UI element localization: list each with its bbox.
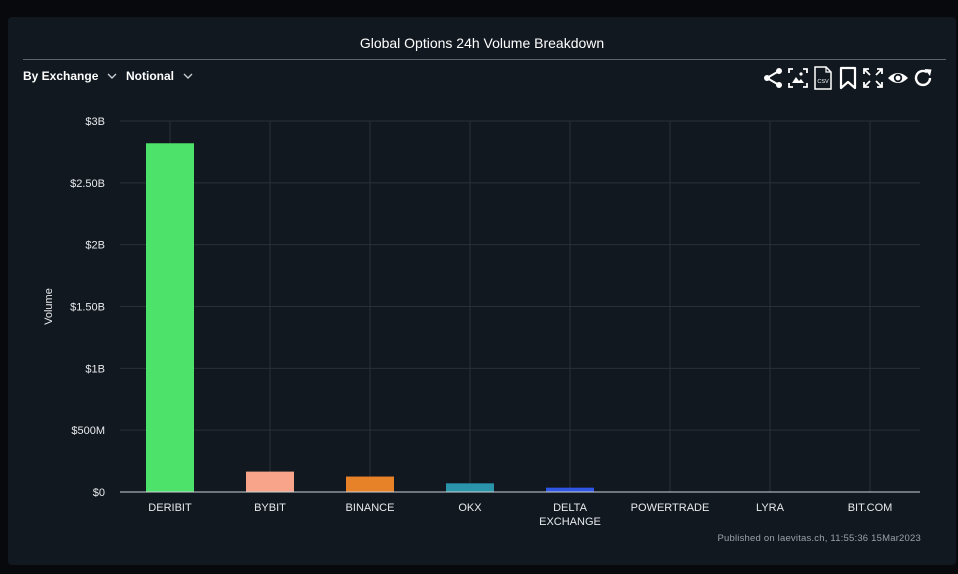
bookmark-button[interactable] <box>837 66 859 90</box>
x-tick-label: LYRA <box>756 502 785 514</box>
refresh-icon <box>914 69 932 87</box>
x-tick-label: POWERTRADE <box>631 502 710 514</box>
y-tick-label: $3B <box>85 116 105 128</box>
share-button[interactable] <box>762 66 784 90</box>
chart-title: Global Options 24h Volume Breakdown <box>359 35 605 51</box>
y-tick-label: $2.50B <box>70 178 105 190</box>
x-tick-label: DERIBIT <box>148 502 192 514</box>
bar-chart: $0 $500M $1B $1.50B $2B $2.50B $3B DERIBIT BYBI… <box>43 116 920 528</box>
x-tick-label: BYBIT <box>254 502 286 514</box>
y-axis-ticks: $0 $500M $1B $1.50B $2B $2.50B $3B <box>70 116 105 499</box>
bars <box>146 143 894 492</box>
y-tick-label: $0 <box>93 487 105 499</box>
x-tick-label: BIT.COM <box>848 502 893 514</box>
x-tick-label: BINANCE <box>346 502 395 514</box>
export-image-button[interactable] <box>787 66 809 90</box>
chart-toolbar: CSV <box>762 66 934 90</box>
group-by-dropdown[interactable]: By Exchange <box>23 69 118 83</box>
title-divider <box>23 59 946 60</box>
refresh-button[interactable] <box>912 66 934 90</box>
bar[interactable] <box>146 143 194 492</box>
y-tick-label: $1.50B <box>70 302 105 314</box>
export-csv-button[interactable]: CSV <box>812 66 834 90</box>
bar[interactable] <box>346 476 394 492</box>
metric-label: Notional <box>126 69 174 83</box>
grid-lines <box>120 120 920 492</box>
y-axis-label: Volume <box>43 288 55 325</box>
published-note: Published on laevitas.ch, 11:55:36 15Mar… <box>717 533 921 544</box>
image-export-icon <box>788 68 808 88</box>
chevron-down-icon <box>107 73 117 79</box>
metric-dropdown[interactable]: Notional <box>126 69 194 83</box>
y-tick-label: $1B <box>85 363 105 375</box>
bar[interactable] <box>446 483 494 492</box>
chevron-down-icon <box>183 73 193 79</box>
fullscreen-button[interactable] <box>862 66 884 90</box>
y-tick-label: $500M <box>71 425 105 437</box>
x-tick-label: DELTA EXCHANGE <box>539 502 601 528</box>
group-by-label: By Exchange <box>23 69 99 83</box>
fullscreen-icon <box>863 68 883 88</box>
share-icon <box>764 68 782 88</box>
bookmark-icon <box>839 66 857 90</box>
y-tick-label: $2B <box>85 240 105 252</box>
bar[interactable] <box>246 471 294 492</box>
x-axis-ticks: DERIBIT BYBIT BINANCE OKX DELTA EXCHANGE POWER… <box>148 502 892 528</box>
eye-icon <box>888 73 908 83</box>
bar[interactable] <box>546 487 594 492</box>
csv-export-icon: CSV <box>814 66 832 90</box>
chart-panel: Global Options 24h Volume Breakdown By E… <box>8 17 956 565</box>
csv-label: CSV <box>817 79 829 85</box>
visibility-button[interactable] <box>887 66 909 90</box>
x-tick-label: OKX <box>458 502 482 514</box>
